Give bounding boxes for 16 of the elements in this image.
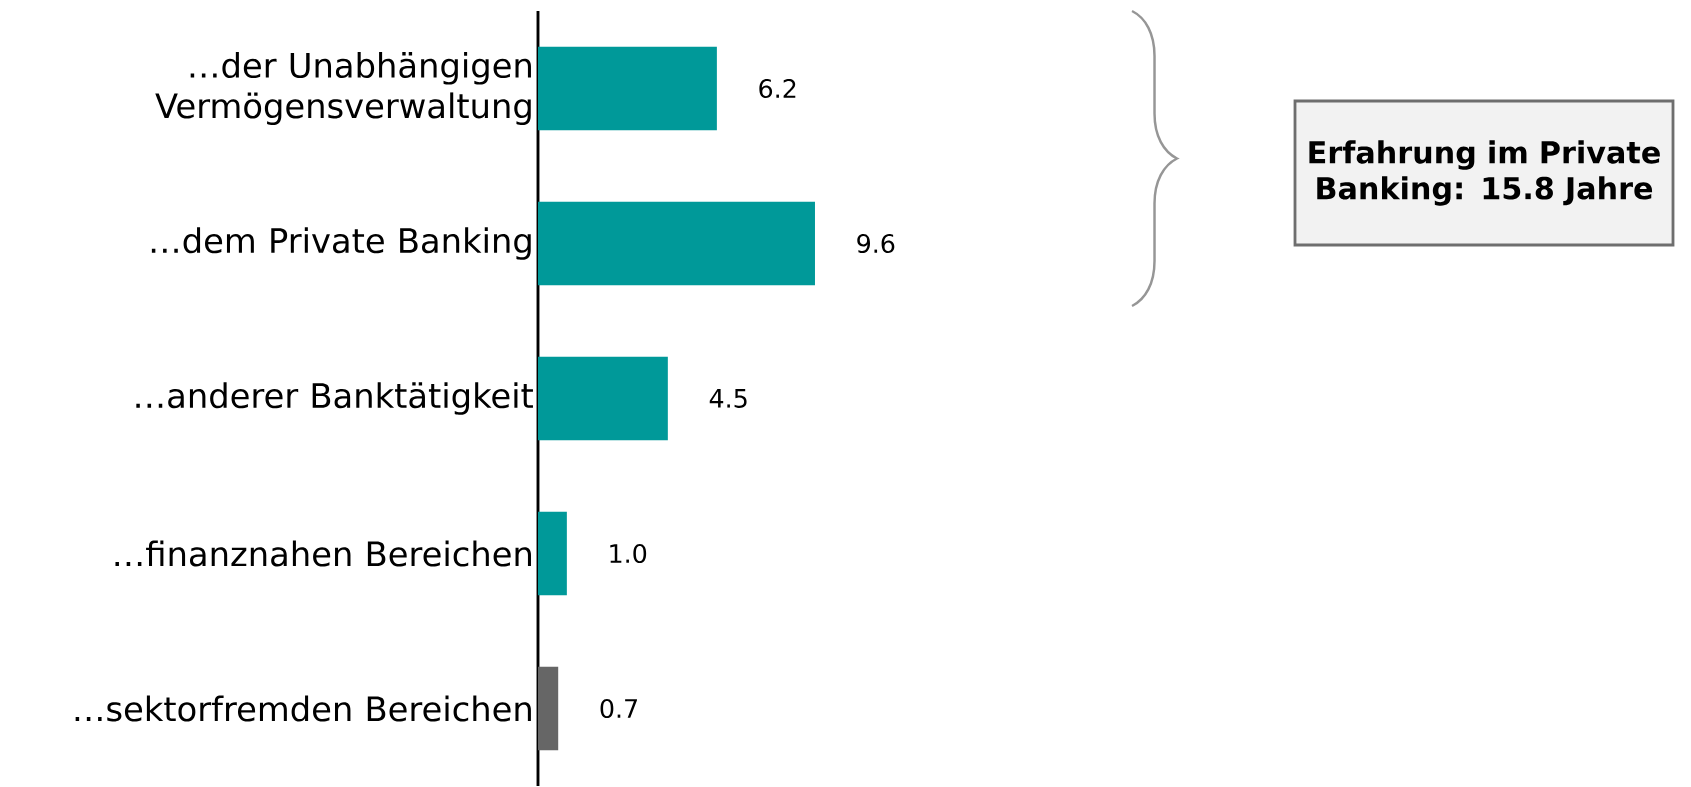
y-tick-label: …dem Private Banking [151,227,531,260]
data-label: 9.6 [857,233,895,254]
bar [538,201,815,286]
y-tick-label: …der Unabhängigen Vermögensverwaltung [155,51,531,126]
y-tick-label: …finanznahen Bereichen [115,540,531,567]
data-label: 4.5 [709,389,747,408]
y-tick-label: …sektorfremden Bereichen [75,695,531,722]
bar [538,356,668,441]
bar [538,46,717,131]
text: Erfahrung im Private Banking: 15.8 Jahre [1309,140,1660,206]
bar [538,511,567,596]
bar [538,666,559,751]
y-tick-label: …anderer Banktätigkeit [136,382,533,415]
data-label: 1.0 [610,543,647,564]
data-label: 6.2 [759,78,796,99]
data-label: 0.7 [600,698,637,719]
